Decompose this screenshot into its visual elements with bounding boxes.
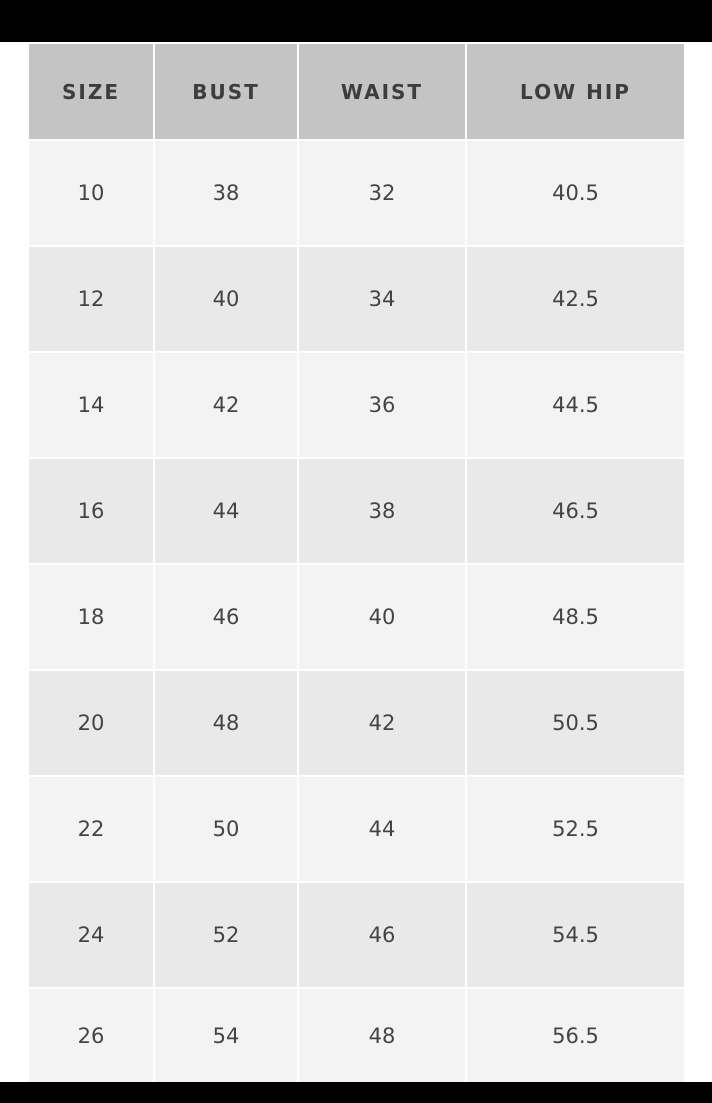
cell-size: 20 [29,671,153,775]
table-row: 22 50 44 52.5 [29,777,684,881]
table-row: 14 42 36 44.5 [29,353,684,457]
table-row: 24 52 46 54.5 [29,883,684,987]
cell-low-hip: 56.5 [467,989,684,1082]
cell-waist: 38 [299,459,465,563]
size-chart-table: SIZE BUST WAIST LOW HIP 10 38 32 40.5 12 40 34… [27,42,686,1084]
header-size: SIZE [29,44,153,139]
cell-waist: 36 [299,353,465,457]
cell-low-hip: 46.5 [467,459,684,563]
cell-size: 18 [29,565,153,669]
cell-waist: 40 [299,565,465,669]
table-row: 20 48 42 50.5 [29,671,684,775]
cell-low-hip: 44.5 [467,353,684,457]
cell-low-hip: 40.5 [467,141,684,245]
cell-size: 14 [29,353,153,457]
cell-bust: 42 [155,353,297,457]
table-row: 12 40 34 42.5 [29,247,684,351]
cell-waist: 34 [299,247,465,351]
cell-low-hip: 42.5 [467,247,684,351]
cell-size: 26 [29,989,153,1082]
cell-waist: 46 [299,883,465,987]
cell-waist: 44 [299,777,465,881]
cell-bust: 50 [155,777,297,881]
top-bar [0,0,712,42]
cell-low-hip: 48.5 [467,565,684,669]
header-waist: WAIST [299,44,465,139]
cell-waist: 42 [299,671,465,775]
header-bust: BUST [155,44,297,139]
cell-bust: 44 [155,459,297,563]
header-low-hip: LOW HIP [467,44,684,139]
cell-low-hip: 50.5 [467,671,684,775]
cell-size: 24 [29,883,153,987]
cell-bust: 38 [155,141,297,245]
bottom-bar [0,1082,712,1103]
table-row: 18 46 40 48.5 [29,565,684,669]
cell-size: 16 [29,459,153,563]
cell-waist: 48 [299,989,465,1082]
table-row: 10 38 32 40.5 [29,141,684,245]
cell-size: 10 [29,141,153,245]
table-row: 16 44 38 46.5 [29,459,684,563]
cell-size: 22 [29,777,153,881]
cell-size: 12 [29,247,153,351]
cell-bust: 40 [155,247,297,351]
table-row: 26 54 48 56.5 [29,989,684,1082]
cell-waist: 32 [299,141,465,245]
cell-low-hip: 54.5 [467,883,684,987]
header-row: SIZE BUST WAIST LOW HIP [29,44,684,139]
cell-bust: 46 [155,565,297,669]
cell-low-hip: 52.5 [467,777,684,881]
cell-bust: 52 [155,883,297,987]
cell-bust: 54 [155,989,297,1082]
cell-bust: 48 [155,671,297,775]
